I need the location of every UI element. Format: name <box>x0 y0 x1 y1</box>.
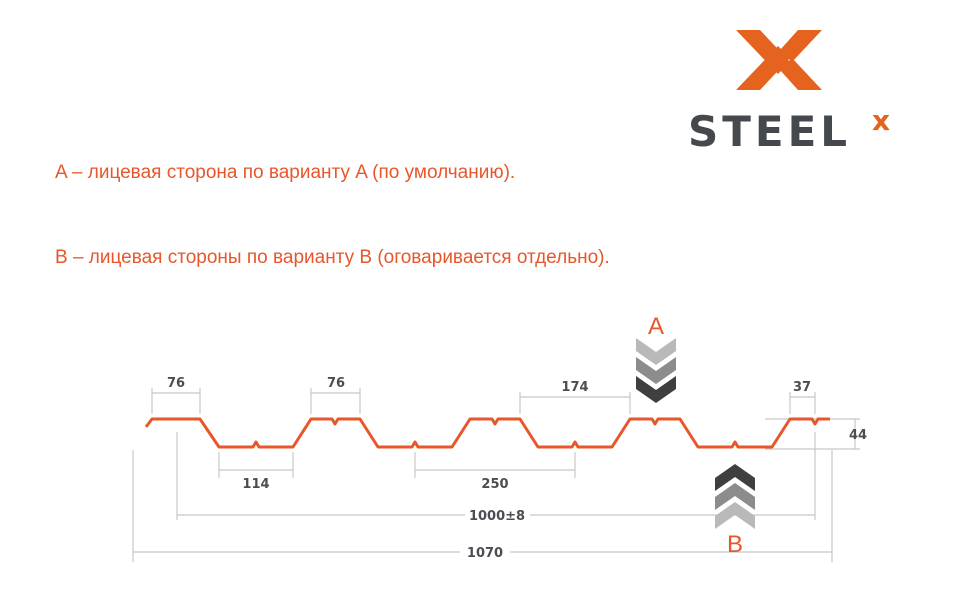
dim-gap: 174 <box>561 380 588 395</box>
logo-x-mark <box>736 30 822 90</box>
dim-pitch: 250 <box>481 477 508 492</box>
dim-total-width: 1070 <box>467 546 503 561</box>
dimension-labels: 76 76 114 250 174 37 44 1000±8 1070 <box>167 376 867 561</box>
logo-text: STEEL <box>688 107 851 156</box>
steelx-logo: STEEL x <box>688 30 890 156</box>
dim-crest-mid: 76 <box>327 376 345 391</box>
dim-valley: 114 <box>242 477 269 492</box>
dim-useful-width: 1000±8 <box>469 509 525 524</box>
side-b-chevrons-icon <box>715 464 755 529</box>
description-a: A – лицевая сторона по варианту A (по ум… <box>55 162 516 183</box>
dim-height: 44 <box>849 428 867 443</box>
dimension-lines <box>132 388 860 562</box>
dim-edge: 37 <box>793 380 811 395</box>
profile-sheet <box>144 417 830 449</box>
logo-superscript: x <box>872 104 890 137</box>
side-b-label: B <box>727 531 743 558</box>
side-a-label: A <box>648 313 664 340</box>
description-b: B – лицевая стороны по варианту B (огова… <box>55 247 610 268</box>
dim-crest-left: 76 <box>167 376 185 391</box>
side-a-chevrons-icon <box>636 338 676 403</box>
